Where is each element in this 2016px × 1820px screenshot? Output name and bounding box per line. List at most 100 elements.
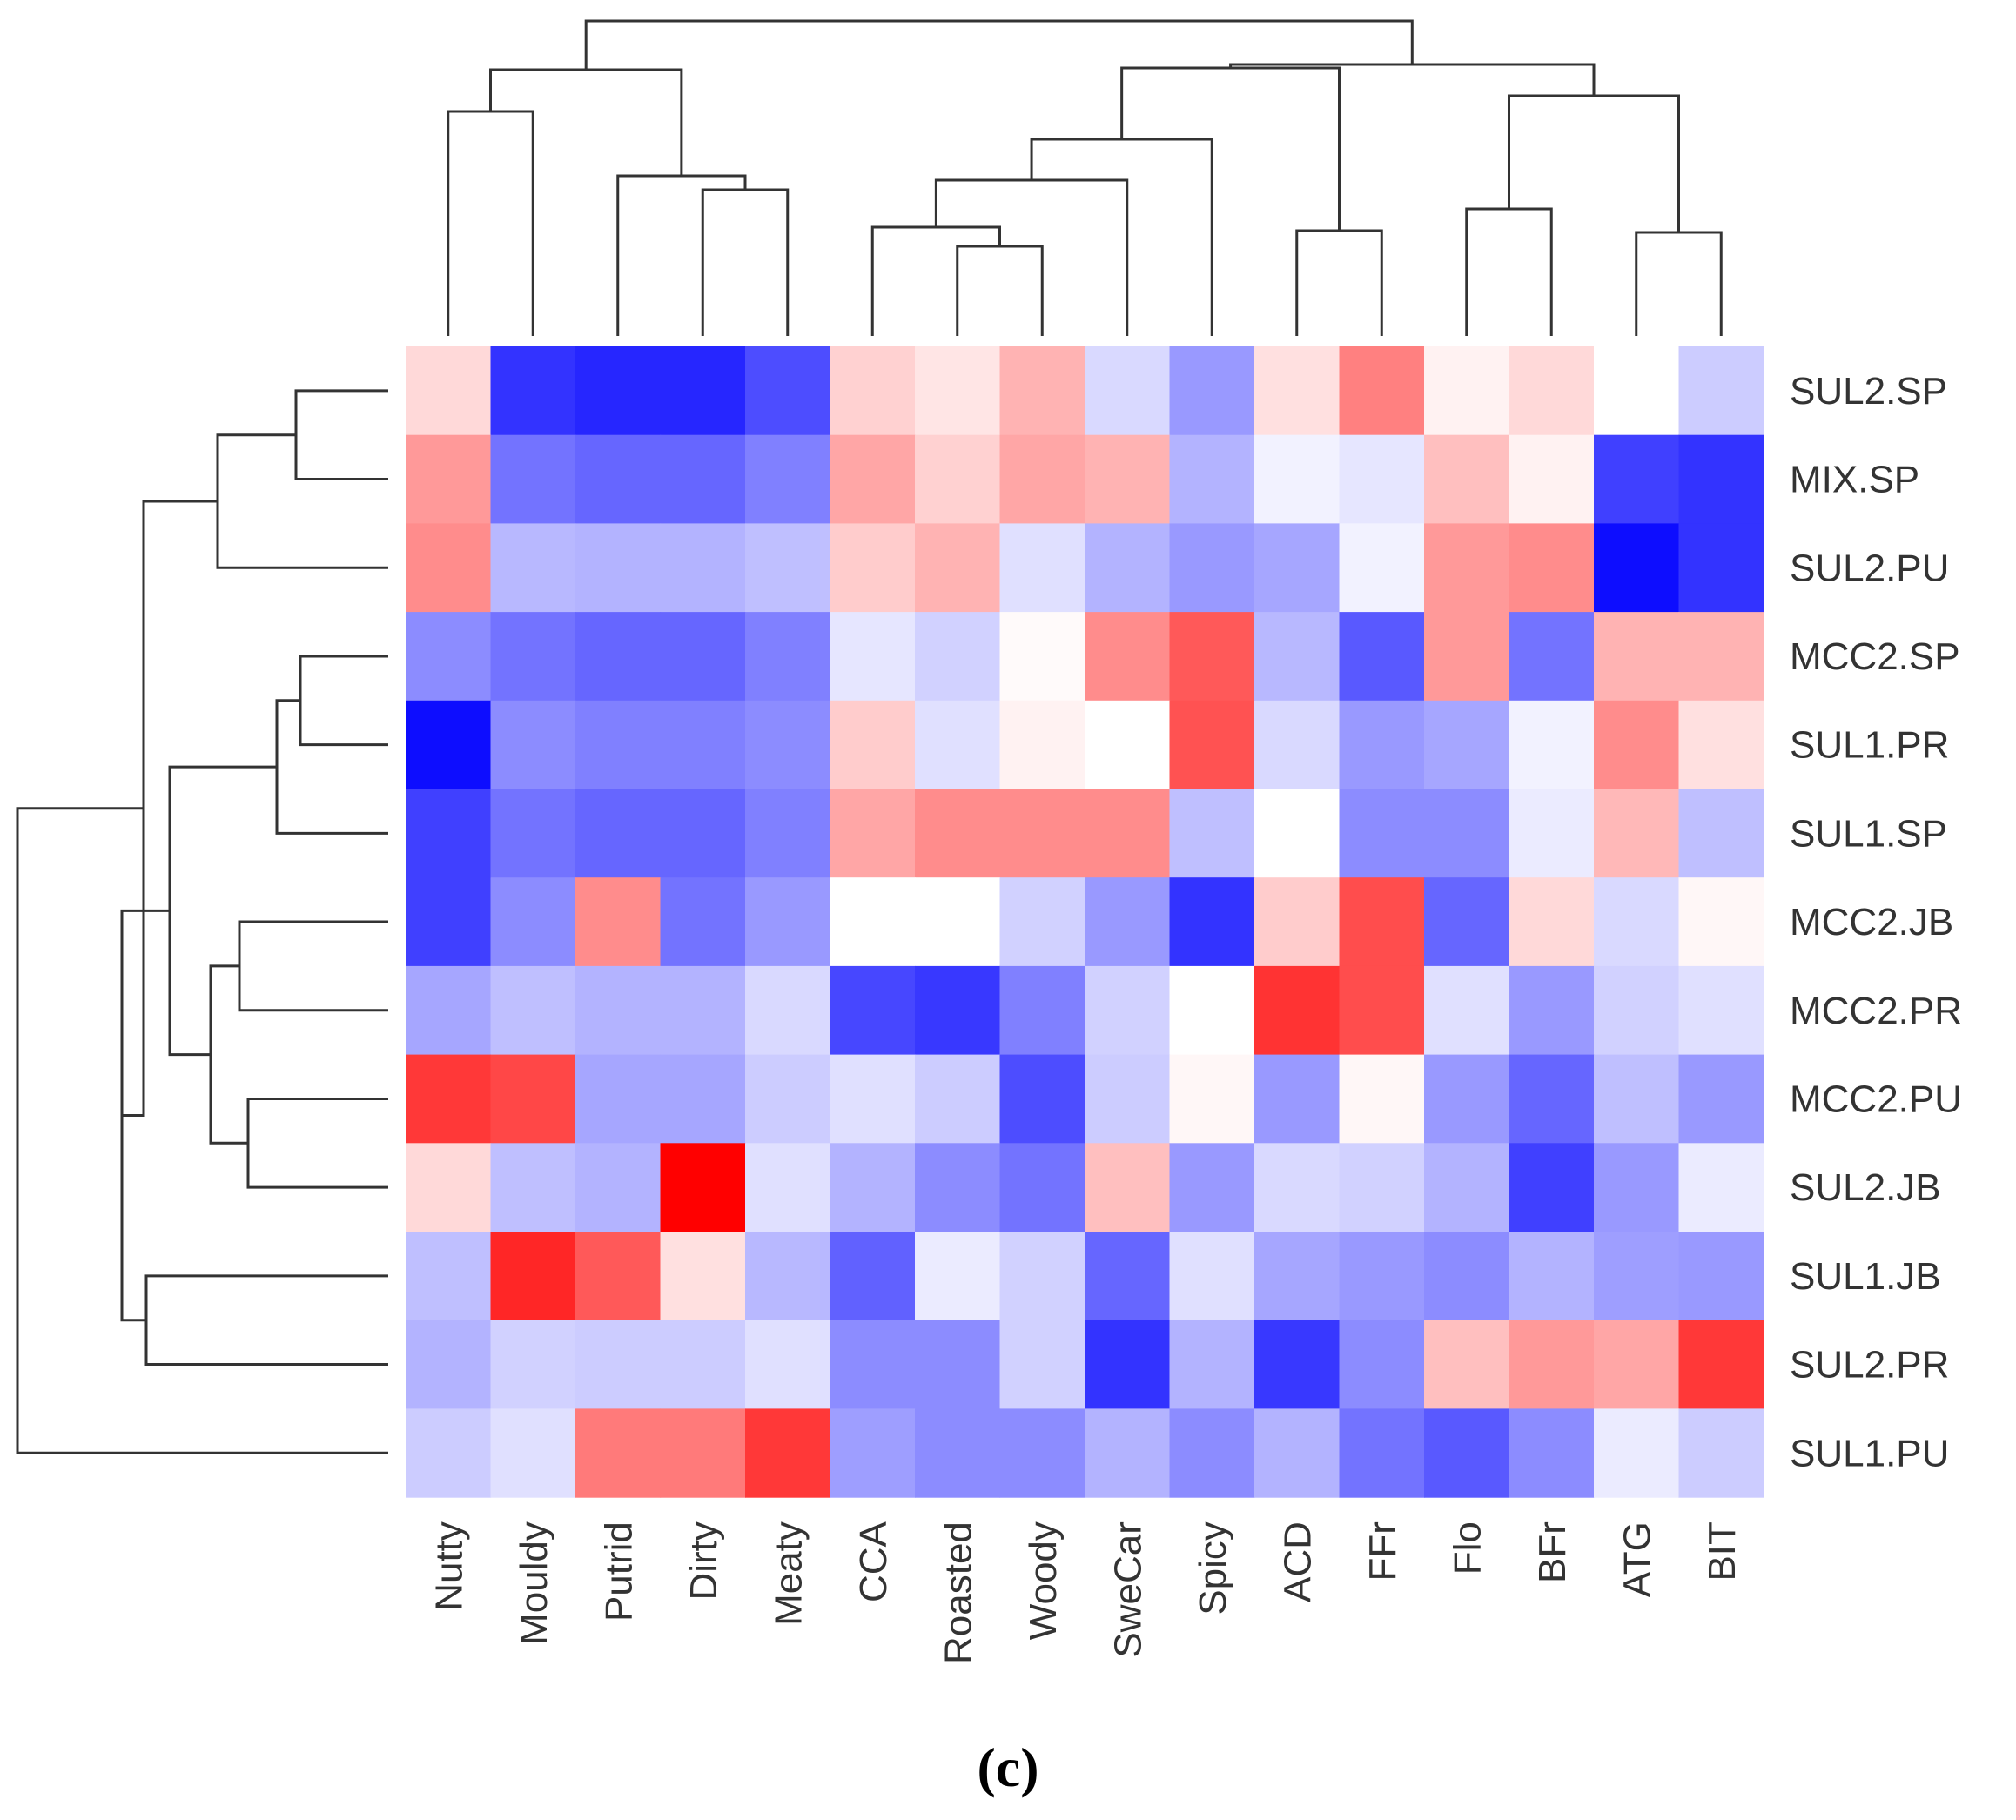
heatmap-cell-SUL2.SP-Woody: [999, 346, 1085, 436]
dendrogram-link: [934, 178, 1129, 336]
dendrogram-link: [216, 433, 388, 569]
heatmap-cell-SUL1.SP-Spicy: [1169, 789, 1255, 878]
heatmap-cell-MCC2.PU-Spicy: [1169, 1054, 1255, 1144]
heatmap-cell-MIX.SP-Mouldy: [490, 434, 576, 524]
heatmap-cell-SUL2.PU-SweCar: [1085, 523, 1171, 613]
heatmap-cell-MCC2.PU-BFr: [1509, 1054, 1595, 1144]
heatmap-cell-MCC2.PU-Mouldy: [490, 1054, 576, 1144]
heatmap-cell-MIX.SP-CCA: [830, 434, 916, 524]
heatmap-cell-SUL2.SP-Flo: [1424, 346, 1510, 436]
heatmap-cell-SUL1.SP-Meaty: [745, 789, 831, 878]
column-label: Dirty: [682, 1521, 725, 1600]
heatmap-cell-MCC2.PR-ACD: [1254, 965, 1341, 1056]
heatmap-cell-SUL2.JB-ACD: [1254, 1143, 1341, 1232]
row-label: SUL1.PR: [1790, 724, 1949, 767]
heatmap-cell-SUL1.PR-Dirty: [660, 700, 746, 790]
heatmap-cell-MCC2.PU-FFr: [1339, 1054, 1425, 1144]
heatmap-cell-SUL2.SP-Dirty: [660, 346, 746, 436]
heatmap-cell-SUL2.JB-Spicy: [1169, 1143, 1255, 1232]
row-dendrogram: [16, 389, 388, 1454]
heatmap-cell-MCC2.PR-SweCar: [1085, 965, 1171, 1056]
heatmap-cell-SUL1.PU-Nutty: [406, 1408, 492, 1498]
heatmap-cell-MCC2.PR-CCA: [830, 965, 916, 1056]
heatmap-cell-MCC2.PU-Meaty: [745, 1054, 831, 1144]
heatmap-cell-MCC2.JB-Flo: [1424, 877, 1510, 967]
heatmap-cell-SUL2.JB-BIT: [1678, 1143, 1764, 1232]
heatmap-cell-MCC2.PU-Woody: [999, 1054, 1085, 1144]
dendrogram-link: [1465, 207, 1553, 336]
heatmap-cell-SUL2.JB-Nutty: [406, 1143, 492, 1232]
heatmap-cell-SUL2.PR-FFr: [1339, 1320, 1425, 1409]
heatmap-cell-SUL2.PR-Dirty: [660, 1320, 746, 1409]
heatmap-cell-SUL1.JB-BFr: [1509, 1232, 1595, 1321]
heatmap-cell-SUL2.PR-BIT: [1678, 1320, 1764, 1409]
heatmap-cell-MCC2.PR-Spicy: [1169, 965, 1255, 1056]
heatmap-cell-MCC2.PU-Putrid: [575, 1054, 662, 1144]
heatmap-cell-SUL1.SP-BIT: [1678, 789, 1764, 878]
heatmap-cell-SUL2.PR-Roasted: [915, 1320, 1001, 1409]
heatmap-cell-SUL2.PR-Mouldy: [490, 1320, 576, 1409]
heatmap-cell-SUL1.PR-SweCar: [1085, 700, 1171, 790]
heatmap-cell-SUL2.JB-Meaty: [745, 1143, 831, 1232]
column-label: ACD: [1277, 1521, 1320, 1602]
panel-label: (c): [977, 1736, 1038, 1798]
heatmap-cell-SUL1.JB-BIT: [1678, 1232, 1764, 1321]
heatmap-cell-SUL1.SP-Putrid: [575, 789, 662, 878]
heatmap-cell-SUL2.PR-SweCar: [1085, 1320, 1171, 1409]
heatmap-cell-SUL1.PR-ATG: [1594, 700, 1680, 790]
heatmap-cell-SUL1.JB-FFr: [1339, 1232, 1425, 1321]
heatmap-cell-MIX.SP-ACD: [1254, 434, 1341, 524]
column-label: Putrid: [598, 1521, 641, 1622]
heatmap-cell-SUL2.PR-ATG: [1594, 1320, 1680, 1409]
heatmap-cell-MIX.SP-SweCar: [1085, 434, 1171, 524]
heatmap-cell-MIX.SP-Roasted: [915, 434, 1001, 524]
heatmap-cell-MIX.SP-Flo: [1424, 434, 1510, 524]
dendrogram-link: [1508, 94, 1680, 232]
dendrogram-link: [701, 188, 790, 336]
column-label: Spicy: [1192, 1521, 1234, 1615]
heatmap-cell-SUL1.PU-BIT: [1678, 1408, 1764, 1498]
column-label: Mouldy: [513, 1521, 555, 1645]
dendrogram-link: [616, 174, 747, 336]
row-label: MCC2.PU: [1790, 1078, 1962, 1120]
heatmap-cell-SUL1.SP-Mouldy: [490, 789, 576, 878]
heatmap-cell-SUL1.PR-ACD: [1254, 700, 1341, 790]
heatmap-cell-SUL2.JB-Woody: [999, 1143, 1085, 1232]
heatmap-cell-SUL2.PU-Woody: [999, 523, 1085, 613]
column-label: BIT: [1701, 1521, 1744, 1581]
heatmap-cell-SUL1.SP-CCA: [830, 789, 916, 878]
heatmap-cell-MCC2.PU-Flo: [1424, 1054, 1510, 1144]
heatmap-cell-SUL1.PU-Dirty: [660, 1408, 746, 1498]
heatmap-cell-SUL1.JB-SweCar: [1085, 1232, 1171, 1321]
dendrogram-link: [275, 699, 388, 835]
heatmap-cell-MCC2.SP-Dirty: [660, 612, 746, 702]
column-label: Roasted: [937, 1521, 980, 1664]
heatmap-cell-SUL1.JB-Dirty: [660, 1232, 746, 1321]
heatmap-cell-MCC2.JB-Roasted: [915, 877, 1001, 967]
heatmap-cell-SUL1.SP-Nutty: [406, 789, 492, 878]
heatmap-cell-SUL1.PU-Putrid: [575, 1408, 662, 1498]
dendrogram-link: [870, 225, 1001, 336]
heatmap-cell-SUL1.PR-Putrid: [575, 700, 662, 790]
heatmap-cell-SUL1.PU-ACD: [1254, 1408, 1341, 1498]
heatmap-cell-SUL1.JB-Nutty: [406, 1232, 492, 1321]
heatmap-cell-MCC2.PR-BIT: [1678, 965, 1764, 1056]
dendrogram-link: [1120, 66, 1341, 231]
heatmap-cell-SUL1.JB-Woody: [999, 1232, 1085, 1321]
heatmap-cell-MCC2.SP-Mouldy: [490, 612, 576, 702]
heatmap-cell-SUL2.PU-Roasted: [915, 523, 1001, 613]
heatmap-cell-SUL2.PR-Meaty: [745, 1320, 831, 1409]
heatmap-cell-SUL2.PR-Flo: [1424, 1320, 1510, 1409]
heatmap-cell-SUL1.SP-Flo: [1424, 789, 1510, 878]
heatmap-cell-MIX.SP-BIT: [1678, 434, 1764, 524]
heatmap-cell-SUL2.SP-Roasted: [915, 346, 1001, 436]
heatmap-cell-SUL2.JB-Roasted: [915, 1143, 1001, 1232]
heatmap-cell-SUL1.PR-CCA: [830, 700, 916, 790]
row-label: SUL2.PR: [1790, 1344, 1949, 1387]
heatmap-cell-MCC2.PU-Dirty: [660, 1054, 746, 1144]
heatmap-cell-SUL2.PR-ACD: [1254, 1320, 1341, 1409]
heatmap-cell-SUL1.PR-Roasted: [915, 700, 1001, 790]
heatmap-cell-MCC2.PR-Roasted: [915, 965, 1001, 1056]
heatmap-cell-MCC2.SP-Woody: [999, 612, 1085, 702]
heatmap-cell-SUL2.PR-Woody: [999, 1320, 1085, 1409]
